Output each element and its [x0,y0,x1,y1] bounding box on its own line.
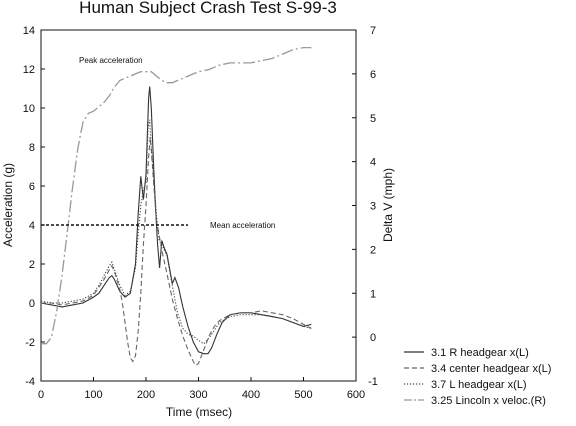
x-axis: 0 100 200 300 400 500 600 [38,377,365,401]
y-tick-label: 4 [29,220,35,232]
peak-acceleration-label: Peak acceleration [79,56,143,65]
x-axis-label: Time (msec) [166,405,232,419]
legend-label: 3.1 R headgear x(L) [431,347,529,359]
y-tick-label: -4 [25,376,35,388]
y-tick-label: 10 [23,103,35,115]
y-tick-label: 6 [29,181,35,193]
y-tick-label: 0 [29,298,35,310]
mean-acceleration-label: Mean acceleration [210,221,275,230]
y2-tick-label: 1 [370,288,376,300]
y-axis-label: Acceleration (g) [1,163,15,247]
y-axis-left: -4 -2 0 2 4 6 8 10 12 14 [23,25,45,388]
x-tick-label: 500 [294,389,312,401]
legend-label: 3.7 L headgear x(L) [431,379,527,391]
y2-tick-label: 5 [370,113,376,125]
series-line [40,119,312,345]
y-tick-label: -2 [25,337,35,349]
y-tick-label: 14 [23,25,35,37]
y-tick-label: 2 [29,259,35,271]
y2-tick-label: 6 [370,69,376,81]
y2-tick-label: 0 [370,332,376,344]
legend-label: 3.25 Lincoln x veloc.(R) [431,395,546,407]
y2-tick-label: 4 [370,157,376,169]
y-tick-label: 8 [29,142,35,154]
chart-title: Human Subject Crash Test S-99-3 [79,0,337,17]
y2-tick-label: 2 [370,244,376,256]
x-tick-label: 200 [137,389,155,401]
plot-area-frame [40,29,357,382]
y2-tick-label: 3 [370,201,376,213]
series-line [41,137,312,367]
y2-tick-label: 7 [370,25,376,37]
y-tick-label: 12 [23,64,35,76]
x-tick-label: 0 [38,389,44,401]
x-tick-label: 300 [189,389,207,401]
x-tick-label: 100 [84,389,102,401]
x-tick-label: 600 [347,389,365,401]
legend: 3.1 R headgear x(L) 3.4 center headgear x… [404,347,551,407]
y2-axis-label: Delta V (mph) [381,168,395,242]
x-tick-label: 400 [242,389,260,401]
y-axis-right: -1 0 1 2 3 4 5 6 7 [352,25,378,388]
series-line [41,46,312,345]
y2-tick-label: -1 [368,376,378,388]
series-layer [40,46,312,367]
legend-label: 3.4 center headgear x(L) [431,363,551,375]
